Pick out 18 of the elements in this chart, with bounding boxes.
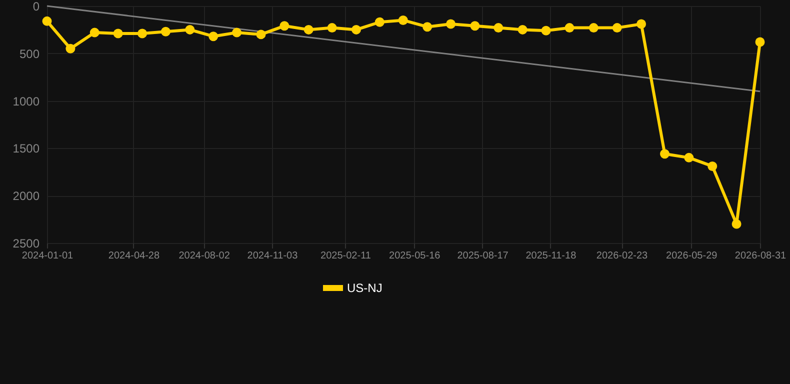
x-tick-label: 2025-02-11 <box>320 250 372 262</box>
y-tick-label: 500 <box>19 46 40 61</box>
y-tick-label: 1500 <box>12 142 40 156</box>
x-tick-label: 2025-11-18 <box>526 250 577 262</box>
x-tick-label: 2025-08-17 <box>457 250 509 262</box>
x-tick-label: 2024-08-02 <box>178 250 230 262</box>
x-tick-label: 2026-08-31 <box>734 250 787 262</box>
x-tick-label: 2026-05-29 <box>666 250 718 262</box>
x-tick-label: 2024-04-28 <box>108 250 160 262</box>
x-tick-label: 2024-01-01 <box>22 250 74 262</box>
x-tick-label: 2026-02-23 <box>596 250 648 262</box>
y-tick-label: 0 <box>32 0 40 14</box>
legend-label: US-NJ <box>347 281 382 295</box>
x-tick-label: 2024-11-03 <box>247 250 298 262</box>
y-tick-label: 2000 <box>12 189 40 204</box>
y-tick-label: 1000 <box>12 94 40 108</box>
y-tick-label: 2500 <box>12 236 40 250</box>
x-tick-label: 2025-05-16 <box>389 250 441 262</box>
